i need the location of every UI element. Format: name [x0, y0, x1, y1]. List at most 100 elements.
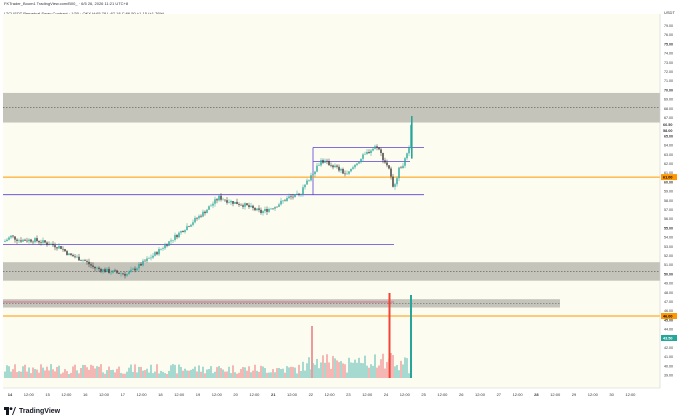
volume-bar [322, 355, 324, 378]
volume-bar [88, 369, 90, 378]
volume-bar [348, 357, 350, 378]
candle-body [386, 162, 388, 166]
candle-body [228, 202, 230, 203]
candle-body [356, 163, 358, 165]
volume-bar [4, 371, 6, 378]
green-tag-bg [661, 335, 677, 341]
volume-bar [6, 365, 8, 378]
volume-bar [146, 368, 148, 378]
price-tick-label: 46.00 [664, 309, 673, 313]
candle-body [286, 198, 288, 202]
candle-body [174, 235, 176, 240]
volume-bar [22, 366, 24, 378]
candle-body [48, 244, 50, 246]
volume-bar [70, 372, 72, 378]
candle-body [380, 149, 382, 154]
volume-bar [294, 367, 296, 378]
candle-body [140, 263, 142, 266]
candle-body [406, 153, 408, 159]
candle-body [192, 222, 194, 225]
candle-body [112, 270, 114, 273]
volume-spike-green [410, 295, 412, 378]
candle-body [224, 199, 226, 201]
volume-bar [214, 371, 216, 378]
volume-bar [182, 370, 184, 378]
volume-bar [120, 372, 122, 378]
volume-bar [292, 366, 294, 378]
volume-bar [118, 366, 120, 378]
volume-bar [128, 367, 130, 378]
volume-bar [196, 371, 198, 378]
price-tick-label: 48.00 [664, 291, 673, 295]
volume-bar [396, 365, 398, 378]
volume-bar [30, 373, 32, 378]
candle-body [210, 205, 212, 207]
time-tick-label: 28 [534, 392, 539, 397]
candle-body [52, 243, 54, 246]
candle-body [184, 230, 186, 233]
plot-background [3, 14, 660, 388]
volume-bar [380, 359, 382, 378]
candle-body [254, 207, 256, 211]
volume-bar [302, 361, 304, 378]
candle-body [266, 208, 268, 212]
price-tick-label: 63.00 [664, 153, 673, 157]
volume-bar [378, 365, 380, 378]
volume-bar [408, 373, 410, 378]
candle-body [28, 239, 30, 242]
volume-bar [8, 366, 10, 378]
volume-bar [38, 372, 40, 378]
candle-body [394, 184, 396, 187]
candle-body [106, 268, 108, 272]
candle-body [376, 146, 378, 148]
candle-body [172, 239, 174, 241]
candle-body [408, 147, 410, 154]
volume-bar [300, 370, 302, 378]
candle-body [312, 174, 314, 176]
candle-body [280, 200, 282, 205]
candle-body [322, 160, 324, 163]
volume-bar [140, 366, 142, 378]
candle-body [194, 217, 196, 223]
time-tick-label: 12:00 [550, 392, 561, 397]
volume-bar [130, 364, 132, 378]
final-candle [411, 116, 413, 159]
candle-body [4, 241, 6, 242]
candle-body [350, 168, 352, 172]
candle-body [180, 231, 182, 233]
volume-bar [242, 367, 244, 378]
candle-body [384, 160, 386, 163]
price-tick-label: 61.00 [664, 171, 673, 175]
time-tick-label: 12:00 [287, 392, 298, 397]
time-tick-label: 12:00 [212, 392, 223, 397]
volume-bar [180, 366, 182, 378]
time-tick-label: 17 [121, 392, 126, 397]
volume-bar [270, 372, 272, 378]
volume-bar [56, 367, 58, 378]
candle-body [216, 199, 218, 201]
candle-body [196, 217, 198, 219]
price-tick-label: 59.00 [664, 190, 673, 194]
volume-bar [62, 372, 64, 378]
time-tick-label: 30 [609, 392, 614, 397]
volume-bar [78, 373, 80, 378]
candle-body [324, 160, 326, 163]
volume-bar [72, 366, 74, 378]
volume-bar [58, 365, 60, 378]
volume-bar [386, 362, 388, 378]
volume-bar [94, 368, 96, 378]
volume-bar [184, 368, 186, 378]
candle-body [262, 211, 264, 213]
candle-body [114, 270, 116, 272]
candle-body [328, 161, 330, 166]
volume-bar [160, 370, 162, 378]
volume-bar [234, 372, 236, 378]
time-tick-label: 14 [8, 392, 13, 397]
volume-bar [52, 369, 54, 378]
candle-body [56, 247, 58, 249]
candle-body [186, 226, 188, 231]
volume-bar [136, 372, 138, 378]
tradingview-logo-icon [4, 402, 16, 420]
candle-body [100, 268, 102, 272]
